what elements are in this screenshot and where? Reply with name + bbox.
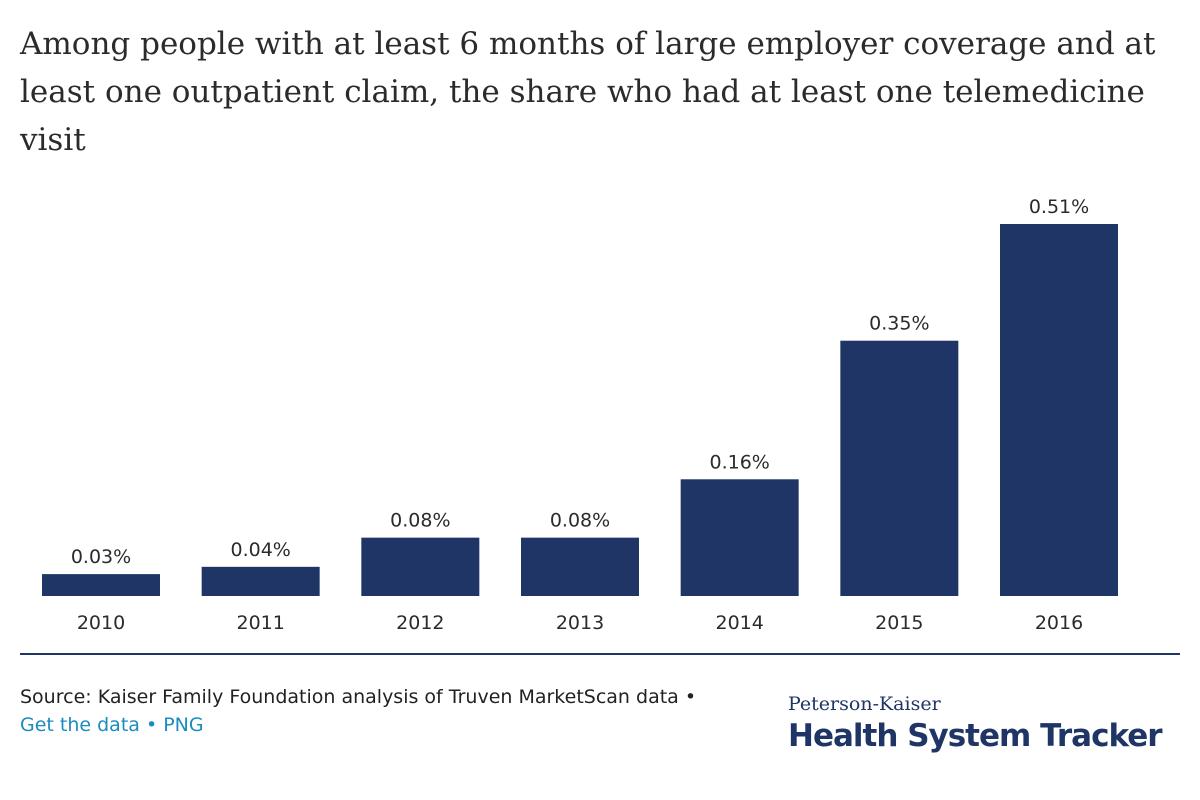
bar-2014	[680, 479, 799, 596]
bar-2016	[1000, 224, 1118, 596]
x-tick-label-2010: 2010	[77, 612, 125, 634]
bar-2013	[521, 537, 639, 596]
source-text: Source: Kaiser Family Foundation analysi…	[20, 686, 679, 708]
brand-subtitle: Peterson-Kaiser	[788, 693, 941, 715]
separator: •	[678, 686, 697, 708]
data-label-2014: 0.16%	[709, 451, 769, 473]
data-label-2015: 0.35%	[869, 313, 929, 335]
x-tick-label-2011: 2011	[236, 612, 284, 634]
bar-2011	[201, 566, 320, 596]
data-label-2011: 0.04%	[230, 539, 290, 561]
source-note: Source: Kaiser Family Foundation analysi…	[20, 683, 700, 739]
chart-title: Among people with at least 6 months of l…	[20, 26, 1156, 158]
x-tick-label-2012: 2012	[396, 612, 444, 634]
x-tick-label-2016: 2016	[1035, 612, 1083, 634]
x-tick-label-2014: 2014	[715, 612, 763, 634]
footer-divider	[20, 653, 1180, 655]
brand-title: Health System Tracker	[788, 718, 1163, 754]
png-link[interactable]: PNG	[163, 714, 204, 736]
brand-logo: Peterson-Kaiser Health System Tracker	[788, 692, 1180, 756]
data-label-2010: 0.03%	[71, 546, 131, 568]
bar-2012	[361, 537, 480, 596]
data-label-2013: 0.08%	[550, 510, 610, 532]
bar-2010	[42, 574, 160, 596]
bar-chart: 0.03% 2010 0.04% 2011 0.08% 2012 0.08% 2013 0.16…	[42, 196, 1118, 634]
separator: •	[139, 714, 164, 736]
data-label-2012: 0.08%	[390, 510, 450, 532]
x-tick-label-2015: 2015	[875, 612, 923, 634]
data-label-2016: 0.51%	[1029, 196, 1089, 218]
bar-2015	[840, 340, 959, 596]
x-tick-label-2013: 2013	[556, 612, 604, 634]
get-the-data-link[interactable]: Get the data	[20, 714, 140, 736]
